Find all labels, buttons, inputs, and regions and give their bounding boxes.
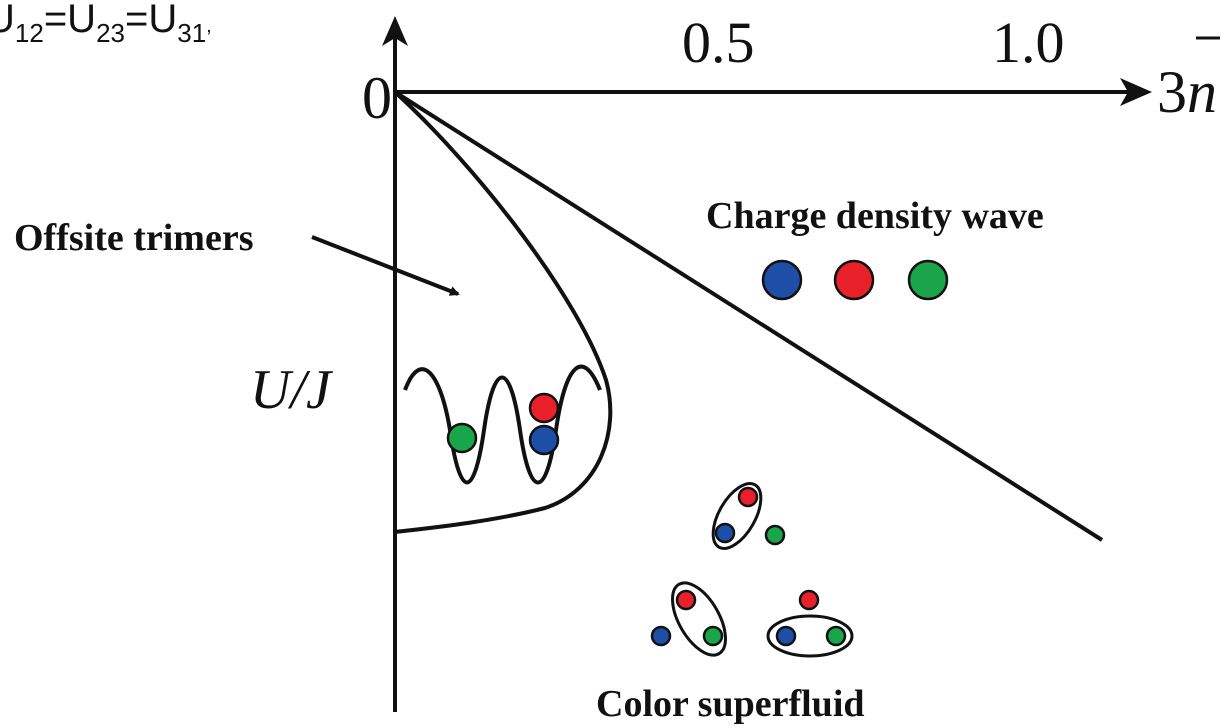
particle [739, 488, 757, 506]
particle [777, 627, 795, 645]
region-label: Offsite trimers [14, 217, 254, 259]
tick-label: 1.0 [992, 10, 1065, 75]
region-label: Color superfluid [596, 683, 865, 725]
corner-label: U12=U23=U31, [0, 0, 212, 48]
text-part: , [206, 15, 212, 37]
cdw-boundary [395, 92, 1102, 540]
particle [827, 627, 845, 645]
y-axis-label: U/J [250, 359, 334, 421]
particle [835, 261, 873, 299]
particle [530, 426, 558, 454]
particle [448, 424, 476, 452]
potential-wells [405, 367, 600, 483]
particle [704, 627, 722, 645]
pair-ring [662, 574, 737, 663]
text-part: =U [44, 0, 96, 41]
text-part: 31 [177, 18, 206, 48]
x-axis-label: 3n [1157, 59, 1217, 125]
phase-diagram: U12=U23=U31, 0 0.5 1.0 3n U/J Offsite tr… [0, 0, 1229, 728]
text-part: n [1187, 59, 1217, 125]
pointer-arrow [312, 237, 458, 294]
particle [530, 394, 558, 422]
text-part: 3 [1157, 59, 1187, 125]
particle [763, 261, 801, 299]
particle [677, 591, 695, 609]
particle [766, 526, 784, 544]
particle [716, 524, 734, 542]
text-part: 23 [96, 18, 125, 48]
particle [800, 591, 818, 609]
tick-label: 0.5 [682, 10, 755, 75]
origin-label: 0 [362, 65, 392, 131]
pair-ring [703, 476, 770, 556]
text-part: =U [125, 0, 177, 41]
particle [652, 627, 670, 645]
region-label: Charge density wave [706, 195, 1044, 237]
text-part: 12 [15, 18, 44, 48]
particle [909, 261, 947, 299]
text-part: U [0, 0, 15, 41]
